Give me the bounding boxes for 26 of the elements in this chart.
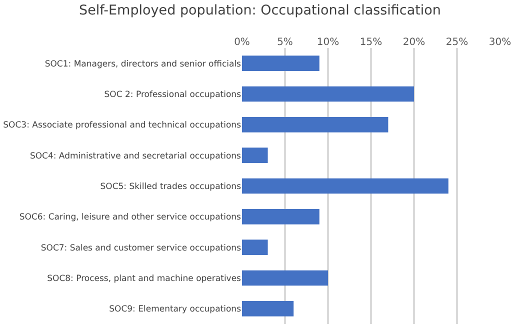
bar bbox=[242, 178, 448, 194]
y-tick-label: SOC 2: Professional occupations bbox=[104, 90, 242, 100]
x-tick-label: 0% bbox=[234, 37, 250, 48]
y-tick-label: SOC5: Skilled trades occupations bbox=[100, 182, 242, 192]
x-tick-label: 10% bbox=[316, 37, 340, 48]
y-tick-label: SOC9: Elementary occupations bbox=[109, 304, 242, 315]
bar bbox=[242, 117, 388, 132]
bar bbox=[242, 240, 268, 255]
bar bbox=[242, 301, 294, 316]
y-tick-label: SOC8: Process, plant and machine operatives bbox=[47, 274, 242, 284]
y-tick-label: SOC7: Sales and customer service occupations bbox=[40, 243, 242, 254]
x-tick-label: 5% bbox=[277, 37, 293, 48]
y-tick-label: SOC3: Associate professional and technical occupations bbox=[3, 120, 242, 131]
x-tick-label: 30% bbox=[488, 37, 512, 48]
y-tick-label: SOC1: Managers, directors and senior officials bbox=[44, 59, 242, 70]
x-tick-label: 15% bbox=[360, 37, 382, 48]
bar bbox=[242, 209, 320, 224]
chart-title: Self-Employed population: Occupational classification bbox=[79, 2, 441, 18]
bar bbox=[242, 148, 268, 163]
bar bbox=[242, 270, 328, 286]
bar bbox=[242, 86, 414, 102]
y-tick-label: SOC4: Administrative and secretarial occupations bbox=[30, 151, 242, 162]
x-tick-label: 20% bbox=[402, 37, 426, 48]
x-tick-label: 25% bbox=[446, 37, 468, 48]
y-tick-label: SOC6: Caring, leisure and other service occupations bbox=[19, 212, 242, 223]
bar bbox=[242, 56, 320, 71]
